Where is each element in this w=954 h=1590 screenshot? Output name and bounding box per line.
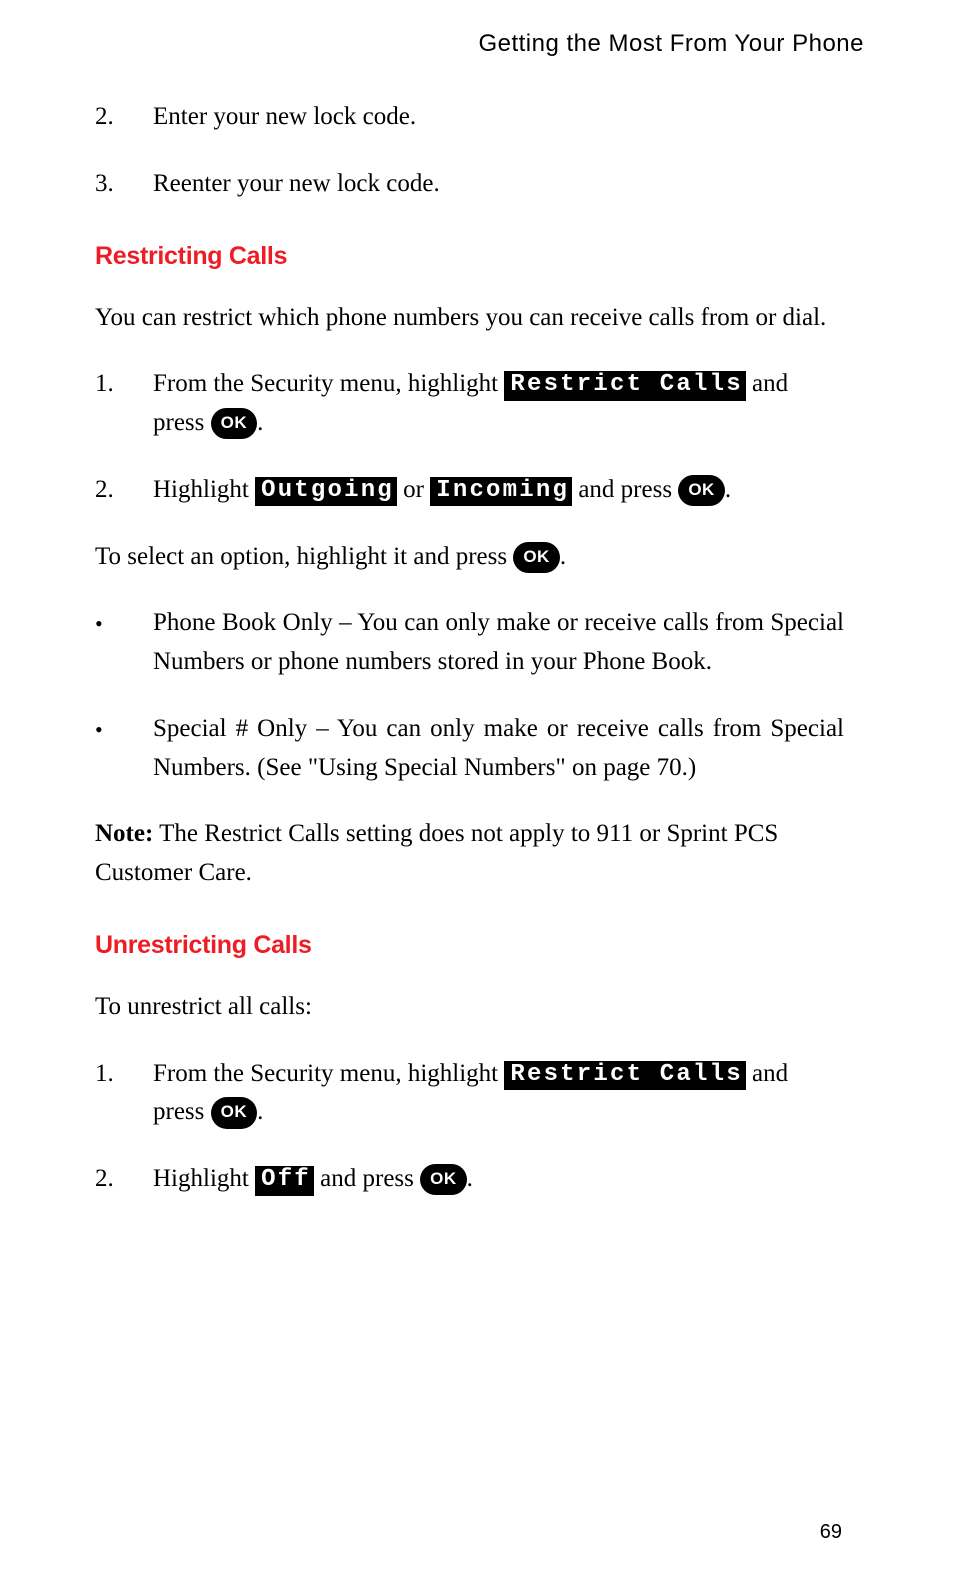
menu-label-restrict-calls: Restrict Calls: [504, 371, 745, 401]
bullet-marker: •: [95, 710, 153, 788]
list-item: 1. From the Security menu, highlight Res…: [95, 365, 844, 443]
step-text: Highlight Off and press OK.: [153, 1160, 844, 1199]
list-item: 2. Highlight Outgoing or Incoming and pr…: [95, 471, 844, 510]
ok-button-icon: OK: [513, 542, 560, 573]
text-fragment: Highlight: [153, 1165, 255, 1192]
bullet-text: Special # Only – You can only make or re…: [153, 710, 844, 788]
paragraph: To select an option, highlight it and pr…: [95, 538, 844, 577]
list-item: 2. Enter your new lock code.: [95, 98, 844, 137]
list-item: 1. From the Security menu, highlight Res…: [95, 1055, 844, 1133]
step-number: 1.: [95, 1055, 153, 1133]
step-number: 2.: [95, 471, 153, 510]
ok-button-icon: OK: [420, 1164, 467, 1195]
text-fragment: .: [467, 1165, 473, 1192]
step-number: 1.: [95, 365, 153, 443]
ok-button-icon: OK: [678, 475, 725, 506]
menu-label-off: Off: [255, 1166, 314, 1196]
text-fragment: or: [397, 476, 430, 503]
menu-label-restrict-calls: Restrict Calls: [504, 1061, 745, 1091]
note-paragraph: Note: The Restrict Calls setting does no…: [95, 815, 844, 893]
text-fragment: and press: [314, 1165, 420, 1192]
page-number: 69: [820, 1521, 842, 1544]
text-fragment: From the Security menu, highlight: [153, 1060, 504, 1087]
paragraph: To unrestrict all calls:: [95, 988, 844, 1027]
menu-label-outgoing: Outgoing: [255, 477, 397, 507]
step-number: 3.: [95, 165, 153, 204]
list-item: • Special # Only – You can only make or …: [95, 710, 844, 788]
step-text: Reenter your new lock code.: [153, 165, 844, 204]
section-heading-restricting: Restricting Calls: [95, 242, 844, 271]
text-fragment: Highlight: [153, 476, 255, 503]
option-bullet-list: • Phone Book Only – You can only make or…: [95, 604, 844, 787]
bullet-marker: •: [95, 604, 153, 682]
text-fragment: .: [257, 1098, 263, 1125]
section-heading-unrestricting: Unrestricting Calls: [95, 931, 844, 960]
bullet-text: Phone Book Only – You can only make or r…: [153, 604, 844, 682]
note-label: Note:: [95, 820, 153, 847]
text-fragment: To select an option, highlight it and pr…: [95, 543, 513, 570]
unrestricting-step-list: 1. From the Security menu, highlight Res…: [95, 1055, 844, 1199]
text-fragment: and press: [572, 476, 678, 503]
ok-button-icon: OK: [211, 1097, 258, 1128]
intro-step-list: 2. Enter your new lock code. 3. Reenter …: [95, 98, 844, 204]
step-number: 2.: [95, 98, 153, 137]
manual-page: Getting the Most From Your Phone 2. Ente…: [0, 0, 954, 1590]
text-fragment: From the Security menu, highlight: [153, 370, 504, 397]
ok-button-icon: OK: [211, 408, 258, 439]
menu-label-incoming: Incoming: [430, 477, 572, 507]
restricting-step-list: 1. From the Security menu, highlight Res…: [95, 365, 844, 509]
running-header: Getting the Most From Your Phone: [95, 30, 864, 58]
text-fragment: .: [560, 543, 566, 570]
paragraph: You can restrict which phone numbers you…: [95, 299, 844, 338]
step-text: From the Security menu, highlight Restri…: [153, 365, 844, 443]
step-text: Enter your new lock code.: [153, 98, 844, 137]
text-fragment: .: [725, 476, 731, 503]
step-number: 2.: [95, 1160, 153, 1199]
text-fragment: .: [257, 409, 263, 436]
note-text: The Restrict Calls setting does not appl…: [95, 820, 778, 886]
step-text: Highlight Outgoing or Incoming and press…: [153, 471, 844, 510]
list-item: 2. Highlight Off and press OK.: [95, 1160, 844, 1199]
list-item: • Phone Book Only – You can only make or…: [95, 604, 844, 682]
list-item: 3. Reenter your new lock code.: [95, 165, 844, 204]
step-text: From the Security menu, highlight Restri…: [153, 1055, 844, 1133]
